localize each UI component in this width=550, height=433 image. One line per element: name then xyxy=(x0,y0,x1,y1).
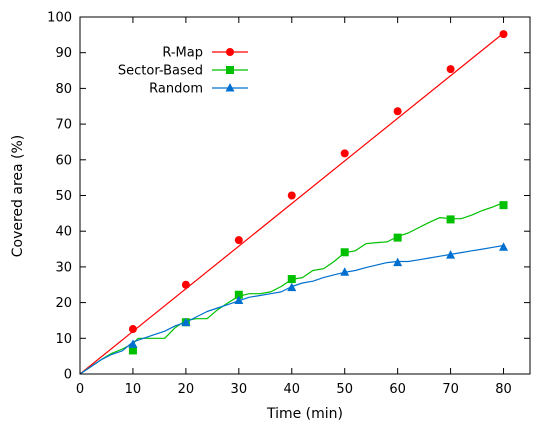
series-r-map xyxy=(79,30,508,375)
data-point-r-map xyxy=(181,280,190,289)
y-tick-label: 60 xyxy=(55,153,72,168)
x-tick-label: 10 xyxy=(125,382,142,397)
x-tick-label: 30 xyxy=(231,382,248,397)
x-tick-label: 40 xyxy=(283,382,300,397)
legend-swatch-marker xyxy=(226,48,234,56)
x-tick-label: 80 xyxy=(495,382,512,397)
legend-label: Sector-Based xyxy=(118,64,203,79)
data-point-r-map xyxy=(446,65,455,74)
data-point-random xyxy=(287,282,297,292)
data-point-r-map xyxy=(128,325,137,334)
legend-label: R-Map xyxy=(162,46,203,61)
data-point-random xyxy=(181,317,191,327)
data-point-random xyxy=(446,250,456,259)
y-tick-label: 50 xyxy=(55,189,72,204)
plot-frame xyxy=(79,16,531,375)
series-random xyxy=(79,242,509,375)
data-point-r-map xyxy=(499,30,508,39)
data-point-r-map xyxy=(340,149,349,158)
data-point-random xyxy=(393,257,403,267)
x-tick-label: 50 xyxy=(336,382,353,397)
y-tick-label: 90 xyxy=(55,46,72,61)
series-sector-based xyxy=(79,201,508,375)
y-tick-label: 100 xyxy=(47,11,72,26)
x-tick-label: 70 xyxy=(442,382,459,397)
series-layer xyxy=(79,30,509,375)
data-point-r-map xyxy=(393,107,402,116)
data-point-random xyxy=(234,295,244,304)
ticks-layer: 0 10 20 30 40 50 60 70 80 0 10 20 30 40 50 60 70 80 90 100 xyxy=(47,11,530,397)
y-tick-label: 0 xyxy=(64,368,72,383)
data-point-sector-based xyxy=(128,346,137,355)
legend-item-random: Random xyxy=(149,82,248,97)
y-tick-label: 40 xyxy=(55,225,72,240)
data-point-random xyxy=(128,339,138,348)
data-point-sector-based xyxy=(340,248,349,257)
x-axis-label: Time (min) xyxy=(266,406,343,422)
y-tick-label: 20 xyxy=(55,296,72,311)
data-point-r-map xyxy=(234,236,243,245)
data-point-sector-based xyxy=(499,201,508,210)
x-tick-label: 60 xyxy=(389,382,406,397)
data-point-r-map xyxy=(287,191,296,200)
x-tick-label: 0 xyxy=(76,382,84,397)
data-point-sector-based xyxy=(446,215,455,224)
data-point-sector-based xyxy=(287,275,296,284)
y-tick-label: 10 xyxy=(55,332,72,347)
y-tick-label: 70 xyxy=(55,118,72,133)
legend-swatch-marker xyxy=(225,83,235,92)
legend-label: Random xyxy=(149,82,203,97)
data-point-sector-based xyxy=(234,290,243,299)
legend-item-sector-based: Sector-Based xyxy=(118,64,248,79)
y-tick-label: 30 xyxy=(55,260,72,275)
data-point-random xyxy=(499,242,509,251)
legend: R-Map Sector-Based Random xyxy=(118,46,248,97)
series-line-r-map xyxy=(79,32,504,375)
y-axis-label: Covered area (%) xyxy=(10,135,26,258)
data-point-random xyxy=(340,267,350,276)
x-tick-label: 20 xyxy=(178,382,195,397)
y-tick-label: 80 xyxy=(55,82,72,97)
legend-item-r-map: R-Map xyxy=(162,46,248,61)
legend-swatch-marker xyxy=(226,66,234,74)
data-point-sector-based xyxy=(393,233,402,242)
